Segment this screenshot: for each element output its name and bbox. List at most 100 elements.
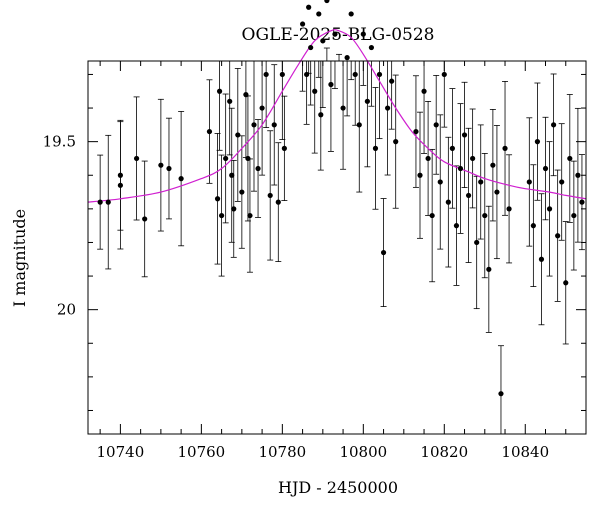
data-point (441, 71, 447, 78)
data-point (214, 196, 221, 202)
data-point (449, 145, 455, 151)
data-point (166, 165, 172, 172)
data-point (372, 145, 379, 151)
data-point (393, 139, 399, 145)
data-point (352, 71, 358, 78)
data-point (320, 38, 326, 44)
data-point (324, 0, 330, 4)
data-point (474, 239, 480, 246)
data-point (526, 179, 532, 185)
data-point (216, 88, 223, 94)
data-point (312, 88, 318, 94)
data-point (229, 172, 235, 178)
data-point (534, 139, 541, 145)
data-point (490, 162, 496, 168)
data-point (275, 199, 281, 205)
data-point (243, 92, 249, 98)
data-point (364, 98, 370, 104)
data-point (482, 212, 488, 219)
data-point (417, 172, 423, 178)
data-point (251, 122, 257, 128)
data-point (227, 98, 233, 104)
data-point (567, 155, 573, 162)
data-point (267, 192, 273, 199)
data-point (437, 179, 443, 185)
data-point (223, 155, 229, 162)
data-point (117, 172, 123, 178)
data-point (299, 21, 306, 27)
data-point (133, 155, 140, 162)
data-point (344, 55, 350, 61)
data-point (332, 31, 338, 37)
y-tick-label: 20 (57, 301, 76, 319)
data-point (433, 122, 439, 128)
data-point (465, 192, 472, 199)
data-point (316, 11, 322, 17)
x-tick-label: 10760 (178, 443, 226, 461)
data-point (445, 199, 451, 205)
data-point (457, 165, 464, 172)
data-point (356, 122, 362, 128)
data-point (235, 132, 241, 138)
data-point (555, 233, 561, 239)
data-point (453, 223, 460, 229)
data-point (470, 155, 476, 162)
data-point (142, 216, 148, 222)
data-point (421, 88, 427, 94)
data-point (368, 44, 375, 51)
plot-frame (87, 60, 587, 435)
chart-title: OGLE-2025-BLG-0528 (242, 25, 435, 45)
data-point (385, 105, 391, 111)
data-point (117, 182, 123, 188)
data-point (498, 391, 504, 397)
data-point (306, 4, 312, 10)
data-point (255, 165, 261, 172)
data-point (279, 71, 285, 78)
data-point (271, 122, 277, 128)
x-tick-label: 10780 (258, 443, 306, 461)
model-curve (87, 29, 587, 203)
data-point (461, 132, 468, 138)
data-point (105, 199, 111, 205)
data-point (425, 155, 431, 162)
data-point (97, 199, 103, 205)
data-point (158, 162, 164, 168)
data-point (304, 71, 310, 78)
data-point (328, 81, 334, 88)
y-tick-label: 19.5 (43, 133, 76, 151)
data-point (376, 71, 383, 78)
x-tick-label: 10820 (420, 443, 468, 461)
data-point (551, 122, 557, 128)
data-point (542, 165, 549, 172)
data-point (348, 11, 354, 17)
data-point (231, 206, 237, 212)
data-point (360, 31, 366, 37)
axis-ticks: 1074010760107801080010820108401919.520 (43, 61, 587, 461)
data-point (247, 212, 253, 219)
data-point (502, 145, 508, 151)
data-point (245, 155, 251, 162)
data-point (563, 280, 569, 286)
data-point (478, 179, 484, 185)
data-point (239, 189, 245, 195)
x-tick-label: 10800 (339, 443, 387, 461)
data-point (380, 249, 387, 256)
data-point (318, 112, 324, 118)
data-point (559, 179, 565, 185)
data-point (340, 105, 346, 111)
data-point (546, 206, 553, 212)
data-point (178, 176, 184, 182)
data-point (206, 128, 213, 135)
data-point (263, 71, 269, 78)
data-point (429, 212, 435, 219)
data-point (579, 199, 585, 205)
data-point (389, 78, 395, 84)
data-point (506, 206, 512, 212)
x-axis-label: HJD - 2450000 (278, 478, 398, 497)
y-axis-label: I magnitude (10, 209, 29, 307)
data-point (571, 212, 577, 219)
data-point (413, 128, 419, 135)
data-point (538, 256, 545, 262)
data-point (575, 172, 581, 178)
